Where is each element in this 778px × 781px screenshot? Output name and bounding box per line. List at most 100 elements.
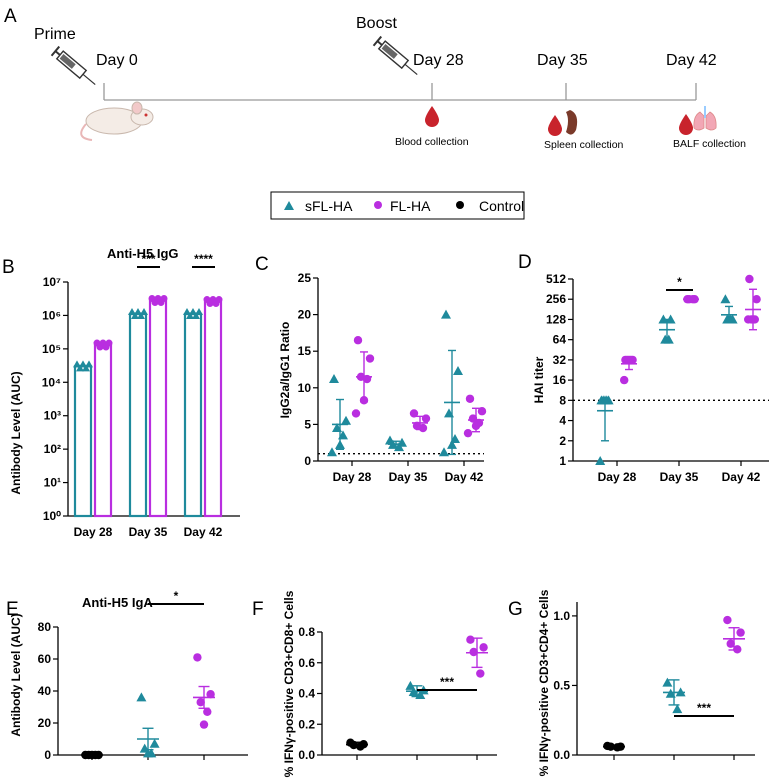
- data-point-circle: [193, 653, 202, 662]
- data-point-circle: [362, 374, 372, 384]
- data-point-circle: [466, 635, 475, 644]
- data-point-circle: [418, 423, 428, 433]
- blood-drop-icon: [425, 106, 439, 127]
- x-tick-label: Day 42: [722, 470, 761, 484]
- data-point-triangle: [137, 312, 145, 320]
- data-point-circle: [471, 421, 481, 431]
- data-point-triangle: [195, 308, 203, 316]
- chart-title: Anti-H5 IgA: [82, 595, 153, 610]
- x-tick-label: Day 28: [598, 470, 637, 484]
- data-point-triangle: [447, 439, 457, 449]
- data-point-circle: [744, 315, 753, 324]
- y-tick-label: 60: [38, 652, 52, 666]
- legend-marker-triangle: [284, 201, 294, 210]
- y-tick-label: 4: [559, 414, 566, 428]
- data-point-circle: [688, 295, 697, 304]
- data-point-triangle: [192, 312, 200, 320]
- day-35-label: Day 35: [537, 52, 588, 69]
- y-tick-label: 0.0: [553, 748, 570, 762]
- data-point-triangle: [332, 423, 342, 433]
- data-point-circle: [199, 720, 209, 729]
- day-28-label: Day 28: [413, 52, 464, 69]
- data-point-triangle: [665, 688, 676, 698]
- data-point-circle: [469, 647, 478, 657]
- data-point-circle: [723, 615, 732, 625]
- data-point-triangle: [658, 314, 669, 324]
- timeline-panel: A Prime Boost Day 0 Day 28 Day 35 Day 42: [4, 6, 746, 151]
- data-point-triangle: [73, 360, 81, 368]
- y-axis-label: Antibody Level (AUC): [9, 371, 23, 494]
- data-point-triangle: [405, 680, 416, 690]
- data-point-circle: [349, 740, 358, 750]
- significance-label: ****: [194, 252, 213, 266]
- y-tick-label: 1: [559, 454, 566, 468]
- data-point-triangle: [189, 308, 197, 316]
- legend-marker-circle: [456, 201, 464, 209]
- data-point-circle: [365, 354, 375, 363]
- significance-label: *: [677, 275, 682, 289]
- data-point-triangle: [662, 677, 673, 687]
- data-point-triangle: [327, 447, 337, 457]
- bar: [183, 312, 203, 518]
- y-axis-label: HAI titer: [532, 356, 546, 403]
- y-tick-label: 8: [559, 393, 566, 407]
- data-point-circle: [206, 690, 215, 699]
- panel-letter-a: A: [4, 6, 17, 27]
- panel-letter: E: [6, 599, 19, 620]
- plots-layer: 10⁰ 10¹ 10² 10³ 10⁴ 10⁵ 10⁶ 10⁷ Day 28 Day 35 Day …: [38, 252, 769, 762]
- y-tick-label: 512: [546, 272, 566, 286]
- bar: [73, 365, 93, 518]
- panel-letter: B: [2, 257, 15, 278]
- data-point-circle: [620, 375, 629, 385]
- timeline-axis: [103, 83, 697, 101]
- data-point-circle: [479, 643, 488, 652]
- data-point-triangle: [329, 374, 339, 384]
- data-point-circle: [421, 414, 431, 423]
- data-point-circle: [463, 428, 473, 438]
- data-point-circle: [87, 750, 97, 760]
- data-point-circle: [203, 707, 212, 716]
- data-point-triangle: [453, 365, 463, 375]
- x-tick-label: Day 28: [74, 525, 113, 539]
- syringe-icon: [372, 35, 418, 76]
- panel-letter: F: [252, 599, 264, 620]
- y-tick-label: 0: [304, 454, 311, 468]
- data-point-triangle: [82, 364, 90, 372]
- data-point-triangle: [444, 408, 454, 418]
- x-tick-label: Day 28: [333, 470, 372, 484]
- panel-letter: D: [518, 252, 532, 273]
- data-point-circle: [351, 409, 361, 418]
- y-tick-label: 80: [38, 620, 52, 634]
- y-tick-label: 256: [546, 292, 566, 306]
- data-point-triangle: [394, 442, 404, 452]
- y-tick-label: 10⁴: [42, 375, 61, 389]
- data-point-circle: [726, 639, 735, 648]
- data-point-circle: [736, 628, 745, 637]
- data-point-circle: [356, 742, 365, 751]
- legend-label: sFL-HA: [305, 198, 353, 214]
- data-point-triangle: [595, 456, 606, 465]
- data-point-triangle: [338, 430, 348, 440]
- data-point-triangle: [140, 308, 148, 316]
- data-point-circle: [409, 409, 419, 418]
- y-tick-label: 10⁵: [42, 342, 61, 356]
- data-point-triangle: [149, 738, 160, 748]
- x-tick-label: Day 35: [660, 470, 699, 484]
- y-tick-label: 10⁰: [43, 509, 61, 523]
- boost-label: Boost: [356, 15, 397, 32]
- data-point-triangle: [85, 360, 93, 368]
- data-point-triangle: [143, 748, 153, 758]
- data-point-circle: [613, 743, 622, 752]
- y-tick-label: 10⁷: [43, 275, 61, 289]
- y-tick-label: 40: [38, 684, 52, 698]
- data-point-triangle: [663, 334, 674, 344]
- data-point-circle: [745, 274, 754, 284]
- y-tick-label: 20: [38, 716, 52, 730]
- data-point-triangle: [408, 686, 419, 696]
- data-point-circle: [359, 396, 369, 405]
- syringe-icon: [50, 45, 96, 86]
- data-point-triangle: [441, 309, 451, 319]
- y-tick-label: 10: [298, 381, 312, 395]
- x-tick-label: Day 42: [184, 525, 223, 539]
- panel-letter: G: [508, 599, 523, 620]
